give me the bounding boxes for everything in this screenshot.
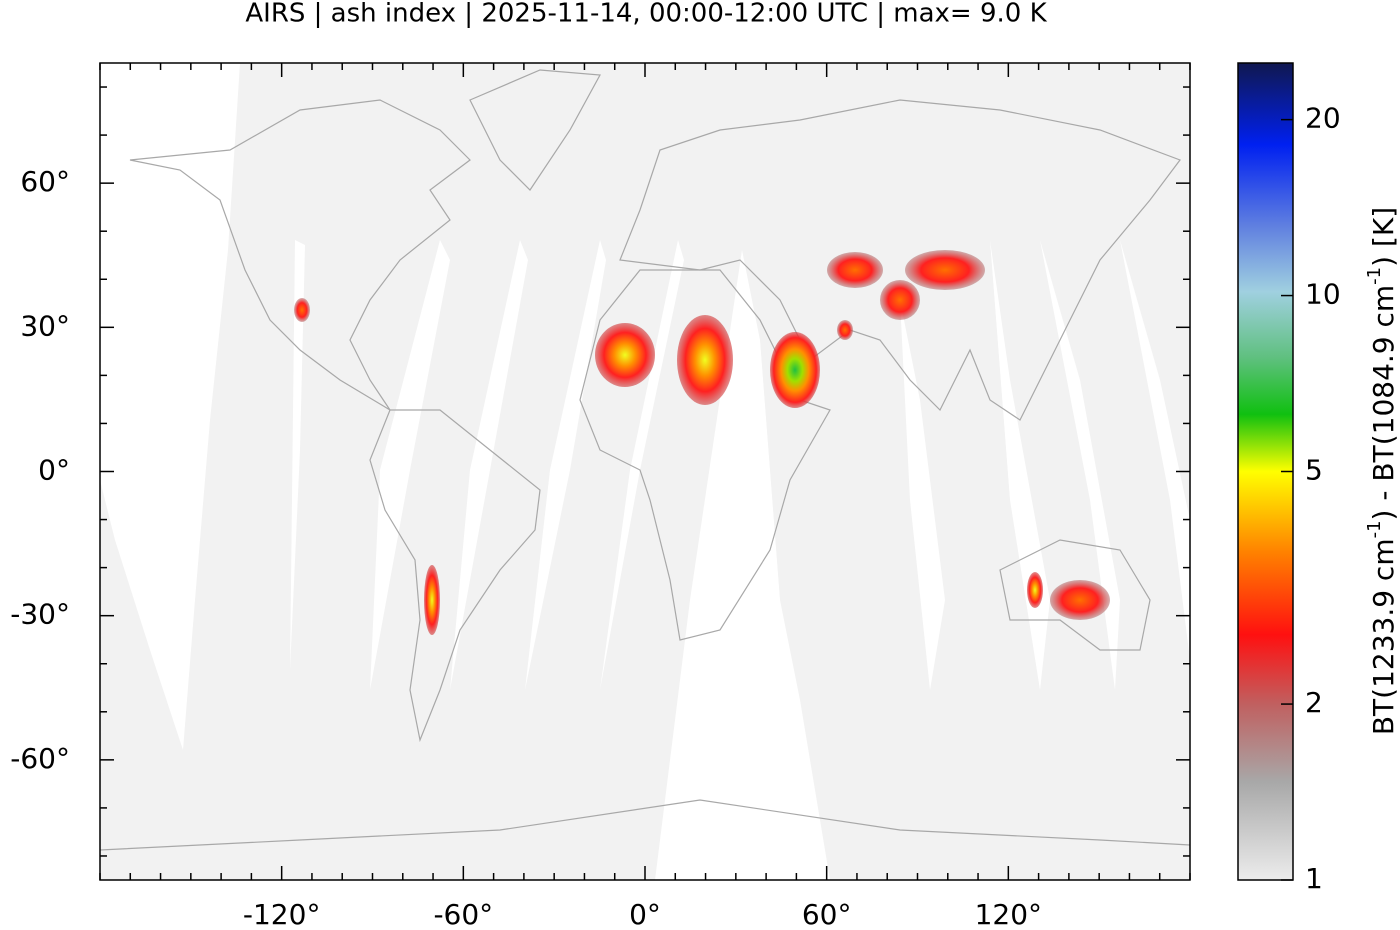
y-tick-label: -30° [10,598,70,631]
chart-title: AIRS | ash index | 2025-11-14, 00:00-12:… [245,0,1047,29]
map [100,63,1190,880]
label-superscript: -1 [1364,520,1385,538]
colorbar-label: BT(1233.9 cm-1) - BT(1084.9 cm-1) [K] [1364,207,1400,735]
x-tick-label: 0° [629,898,661,930]
colorbar-tick-label: 10 [1305,278,1341,311]
x-tick-label: -60° [433,898,493,930]
colorbar-tick-label: 2 [1305,686,1323,719]
x-tick-label: 120° [975,898,1042,930]
label-part: ) [K] [1367,207,1400,267]
ash-plumes [294,250,1110,635]
y-tick-label: -60° [10,742,70,775]
colorbar-tick-label: 20 [1305,102,1341,135]
y-tick-label: 30° [20,309,70,342]
x-tick-label: -120° [243,898,321,930]
colorbar-tick-label: 5 [1305,454,1323,487]
y-tick-label: 60° [20,165,70,198]
colorbar-tick-label: 1 [1305,862,1323,895]
label-superscript: -1 [1364,267,1385,285]
x-tick-label: 60° [802,898,852,930]
label-part: ) - BT(1084.9 cm [1367,285,1400,521]
label-part: BT(1233.9 cm [1367,538,1400,735]
y-tick-label: 0° [38,454,70,487]
